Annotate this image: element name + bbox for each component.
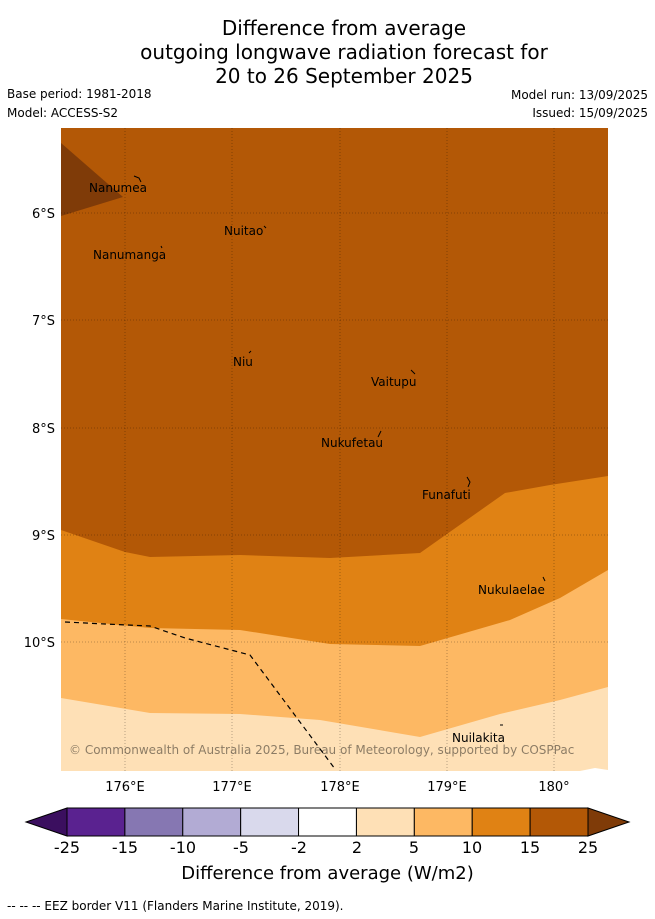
colorbar-extend-min: [24, 807, 68, 837]
colorbar-label: 2: [351, 838, 363, 857]
colorbar-swatch: [471, 807, 531, 837]
colorbar-swatch: [240, 807, 300, 837]
title-line-3: 20 to 26 September 2025: [215, 64, 473, 88]
label-niu: Niu: [233, 355, 253, 369]
colorbar-label: 10: [461, 838, 483, 857]
band-25-plus: [61, 143, 123, 216]
island-nanumanga: [160, 245, 163, 249]
issued-date: Issued: 15/09/2025: [532, 106, 648, 120]
label-nukulaelae: Nukulaelae: [478, 583, 545, 597]
colorbar-extend-max: [587, 807, 631, 837]
colorbar-label: -5: [233, 838, 249, 857]
colorbar-swatch: [355, 807, 415, 837]
label-nuitao: Nuitao: [224, 224, 263, 238]
lat-tick-7s: 7°S: [32, 314, 55, 329]
lon-tick-179: 179°E: [427, 780, 467, 795]
island-niu: [248, 350, 252, 354]
eez-border: [64, 621, 336, 770]
lon-tick-178: 178°E: [320, 780, 360, 795]
label-nanumea: Nanumea: [89, 181, 147, 195]
model-run: Model run: 13/09/2025: [510, 88, 648, 102]
lon-tick-labels: 176°E 177°E 178°E 179°E 180°: [105, 780, 569, 795]
place-labels: Nanumea Nuitao Nanumanga Niu Vaitupu Nuk…: [89, 181, 545, 745]
lon-tick-176: 176°E: [105, 780, 145, 795]
colorbar-swatch: [66, 807, 126, 837]
label-funafuti: Funafuti: [422, 488, 471, 502]
colorbar-label: -25: [53, 838, 81, 857]
title-line-1: Difference from average: [221, 16, 467, 40]
label-vaitupu: Vaitupu: [371, 375, 417, 389]
colorbar-title: Difference from average (W/m2): [181, 863, 474, 884]
island-nukulaelae: [542, 576, 546, 582]
title-line-2: outgoing longwave radiation forecast for: [140, 40, 548, 64]
colorbar-swatch: [413, 807, 473, 837]
lat-tick-10s: 10°S: [24, 636, 55, 651]
base-period: Base period: 1981-2018: [7, 87, 152, 101]
island-funafuti: [466, 476, 471, 488]
lat-tick-9s: 9°S: [32, 529, 55, 544]
label-nanumanga: Nanumanga: [93, 248, 166, 262]
island-vaitupu: [410, 369, 416, 375]
colorbar-swatch: [529, 807, 589, 837]
label-nukufetau: Nukufetau: [321, 436, 383, 450]
lat-tick-labels: 6°S 7°S 8°S 9°S 10°S: [24, 207, 55, 651]
colorbar-label: -10: [169, 838, 197, 857]
island-nukufetau: [377, 430, 382, 438]
colorbar-swatch: [182, 807, 242, 837]
map-title: Difference from average outgoing longwav…: [0, 16, 655, 88]
model-name: Model: ACCESS-S2: [7, 106, 119, 120]
anomaly-field: [61, 128, 608, 771]
islands: [133, 175, 546, 726]
lat-tick-6s: 6°S: [32, 207, 55, 222]
colorbar-swatch: [124, 807, 184, 837]
colorbar: [24, 807, 631, 837]
colorbar-label: 5: [408, 838, 420, 857]
colorbar-label: -2: [291, 838, 307, 857]
copyright-notice: © Commonwealth of Australia 2025, Bureau…: [69, 743, 574, 757]
island-nanumea: [133, 175, 142, 183]
lon-tick-177: 177°E: [212, 780, 252, 795]
colorbar-label: 15: [519, 838, 541, 857]
graticule: [61, 128, 608, 771]
colorbar-label: -15: [111, 838, 139, 857]
label-nuilakita: Nuilakita: [452, 731, 505, 745]
eez-legend: -- -- -- EEZ border V11 (Flanders Marine…: [7, 899, 344, 913]
band-2-5-corner: [580, 768, 608, 771]
colorbar-label: 25: [577, 838, 599, 857]
lat-tick-8s: 8°S: [32, 422, 55, 437]
lon-tick-180: 180°: [538, 780, 569, 795]
island-nuitao: [263, 225, 267, 229]
colorbar-swatch: [298, 807, 357, 837]
band-2-5: [61, 687, 608, 771]
